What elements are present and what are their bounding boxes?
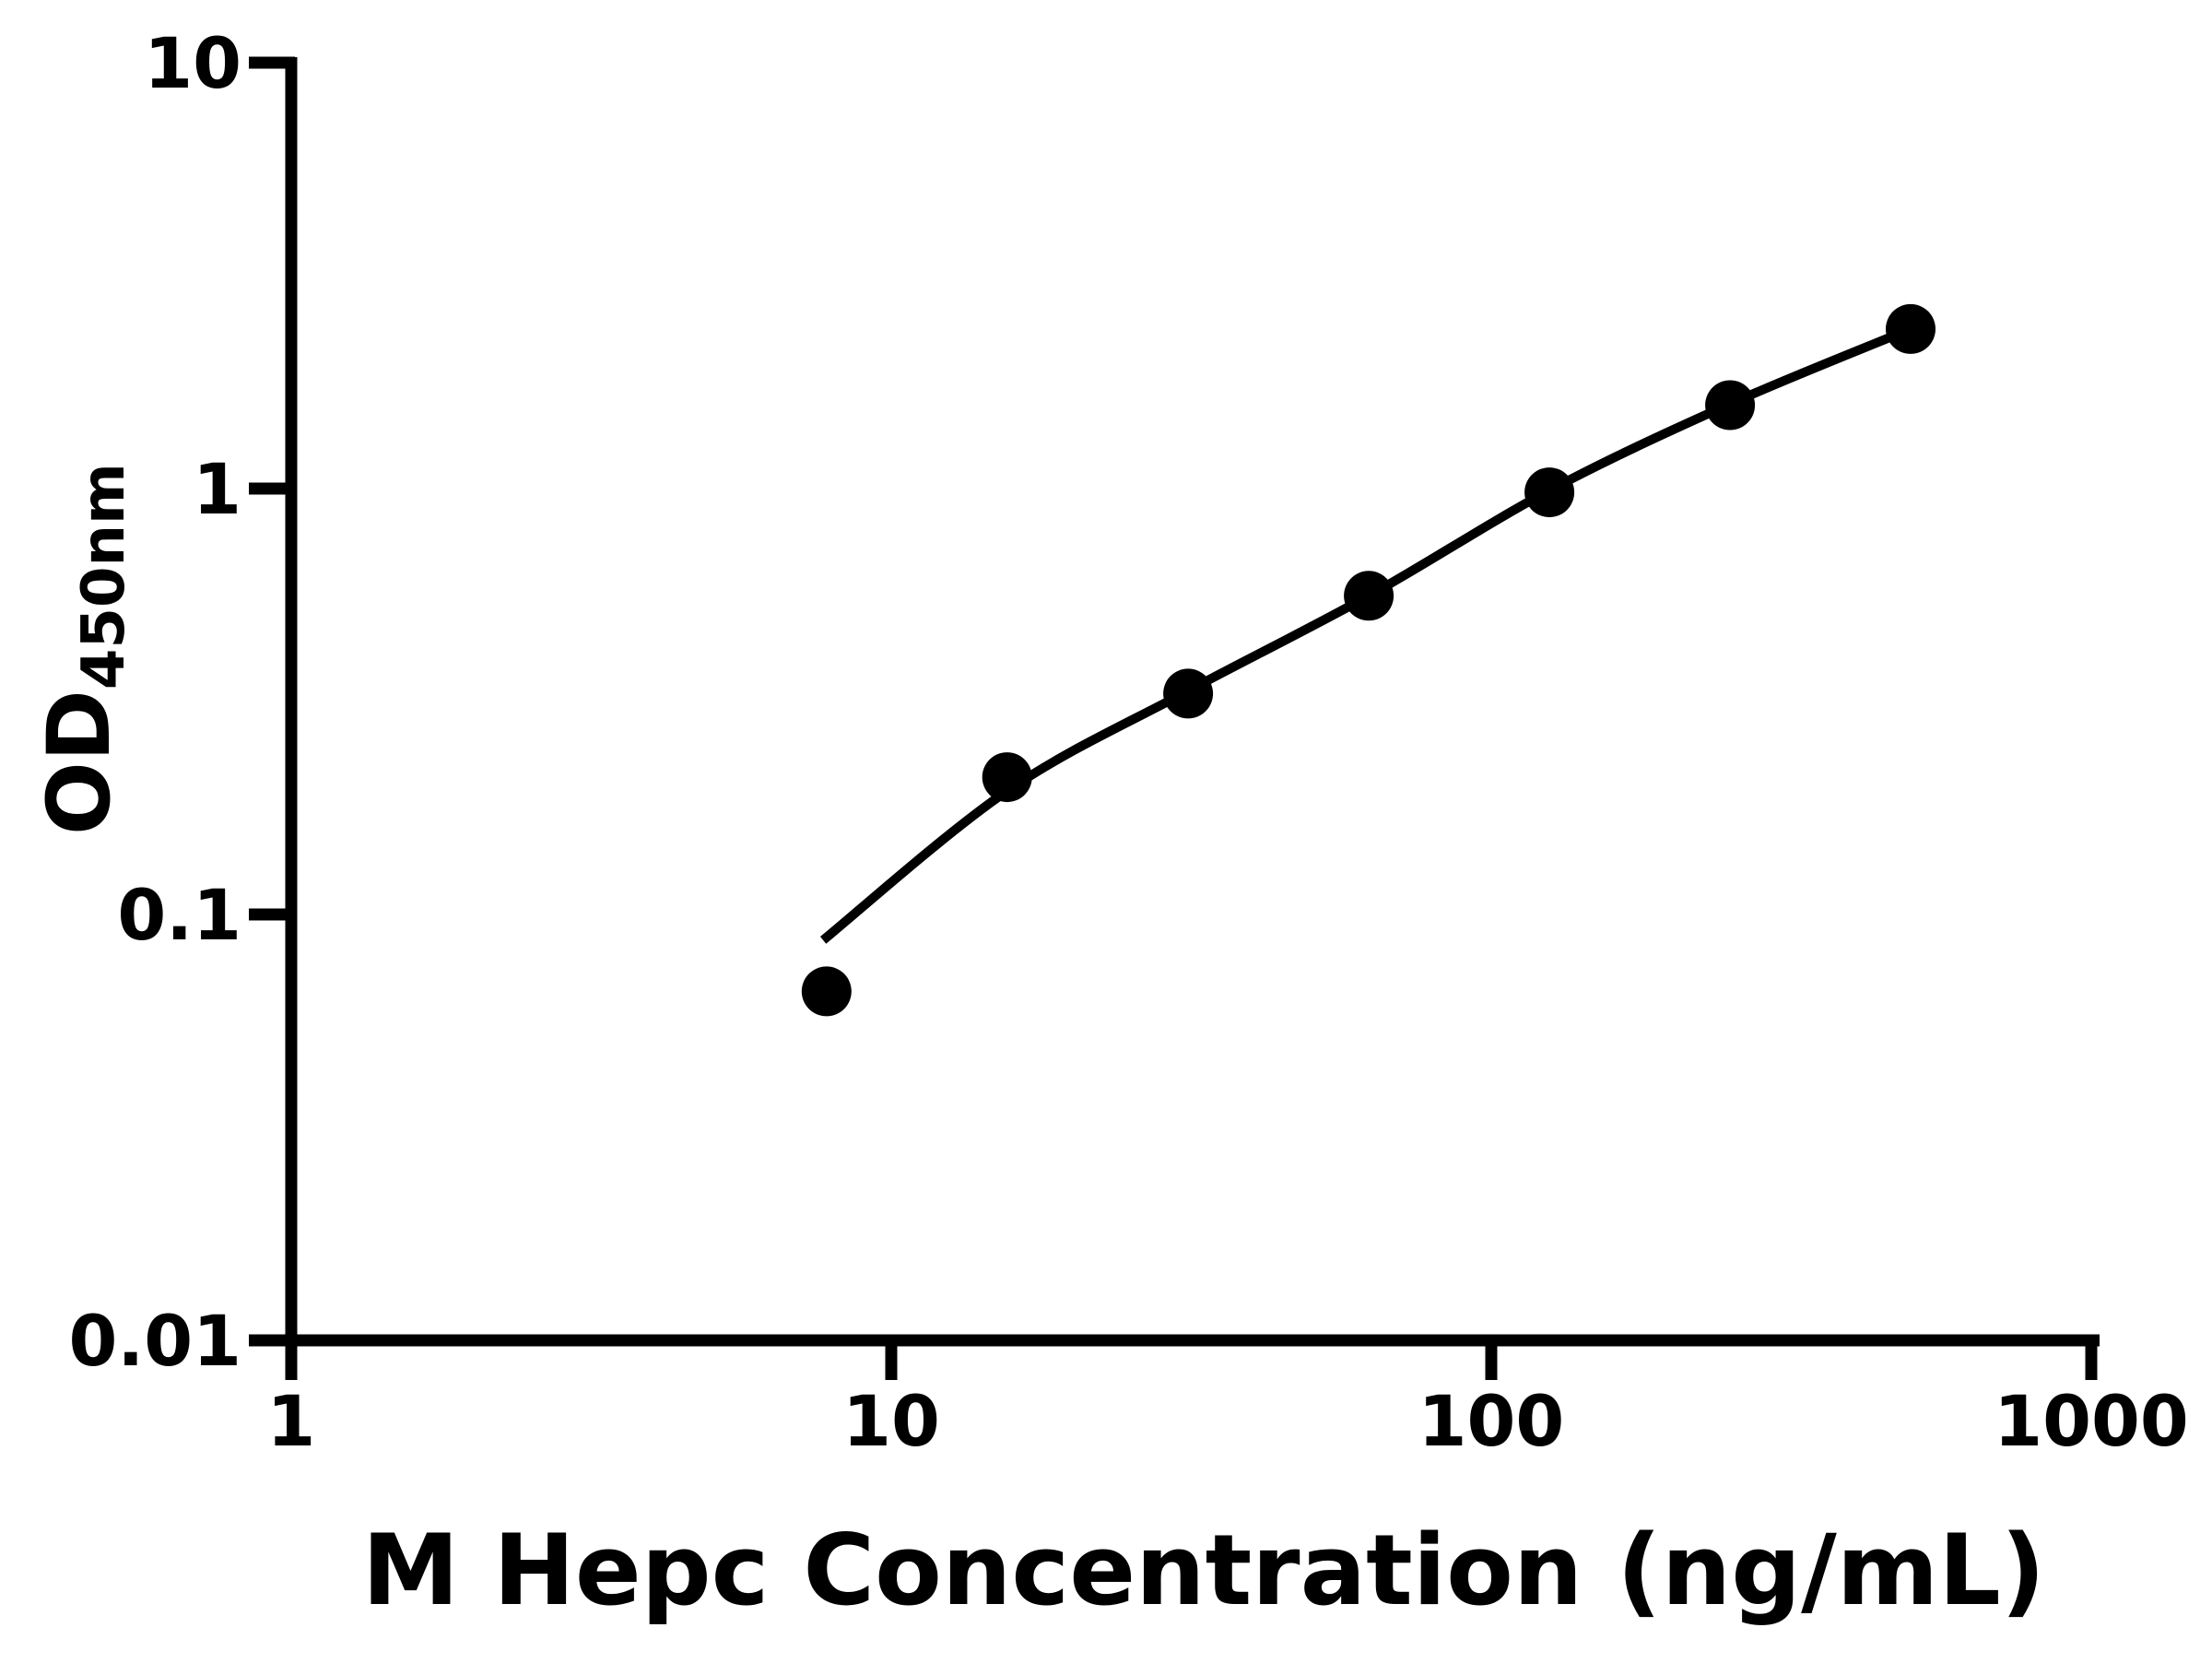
plot-layer — [801, 303, 1936, 1017]
x-axis-title: M Hepc Concentration (ng/mL) — [362, 1514, 2045, 1627]
y-tick-label-1: 1 — [193, 448, 241, 530]
data-point — [1344, 571, 1394, 621]
data-point — [801, 966, 852, 1017]
y-tick-label-0.1: 0.1 — [117, 874, 241, 956]
x-tick-label-1000: 1000 — [1994, 1380, 2189, 1462]
y-axis-title-subscript: 450nm — [70, 463, 138, 690]
x-tick-label-1: 1 — [267, 1380, 316, 1462]
data-point — [1886, 303, 1936, 354]
data-point — [1524, 467, 1575, 518]
y-tick-label-10: 10 — [144, 22, 241, 104]
y-tick-label-0.01: 0.01 — [68, 1300, 241, 1382]
data-point — [982, 752, 1032, 803]
y-axis-ticks — [249, 56, 295, 1347]
x-tick-label-10: 10 — [842, 1380, 940, 1462]
y-axis-title: OD450nm — [29, 463, 138, 835]
data-point — [1163, 668, 1214, 719]
x-tick-label-100: 100 — [1418, 1380, 1565, 1462]
y-axis-title-main: OD — [29, 690, 130, 835]
data-point — [1705, 380, 1756, 430]
